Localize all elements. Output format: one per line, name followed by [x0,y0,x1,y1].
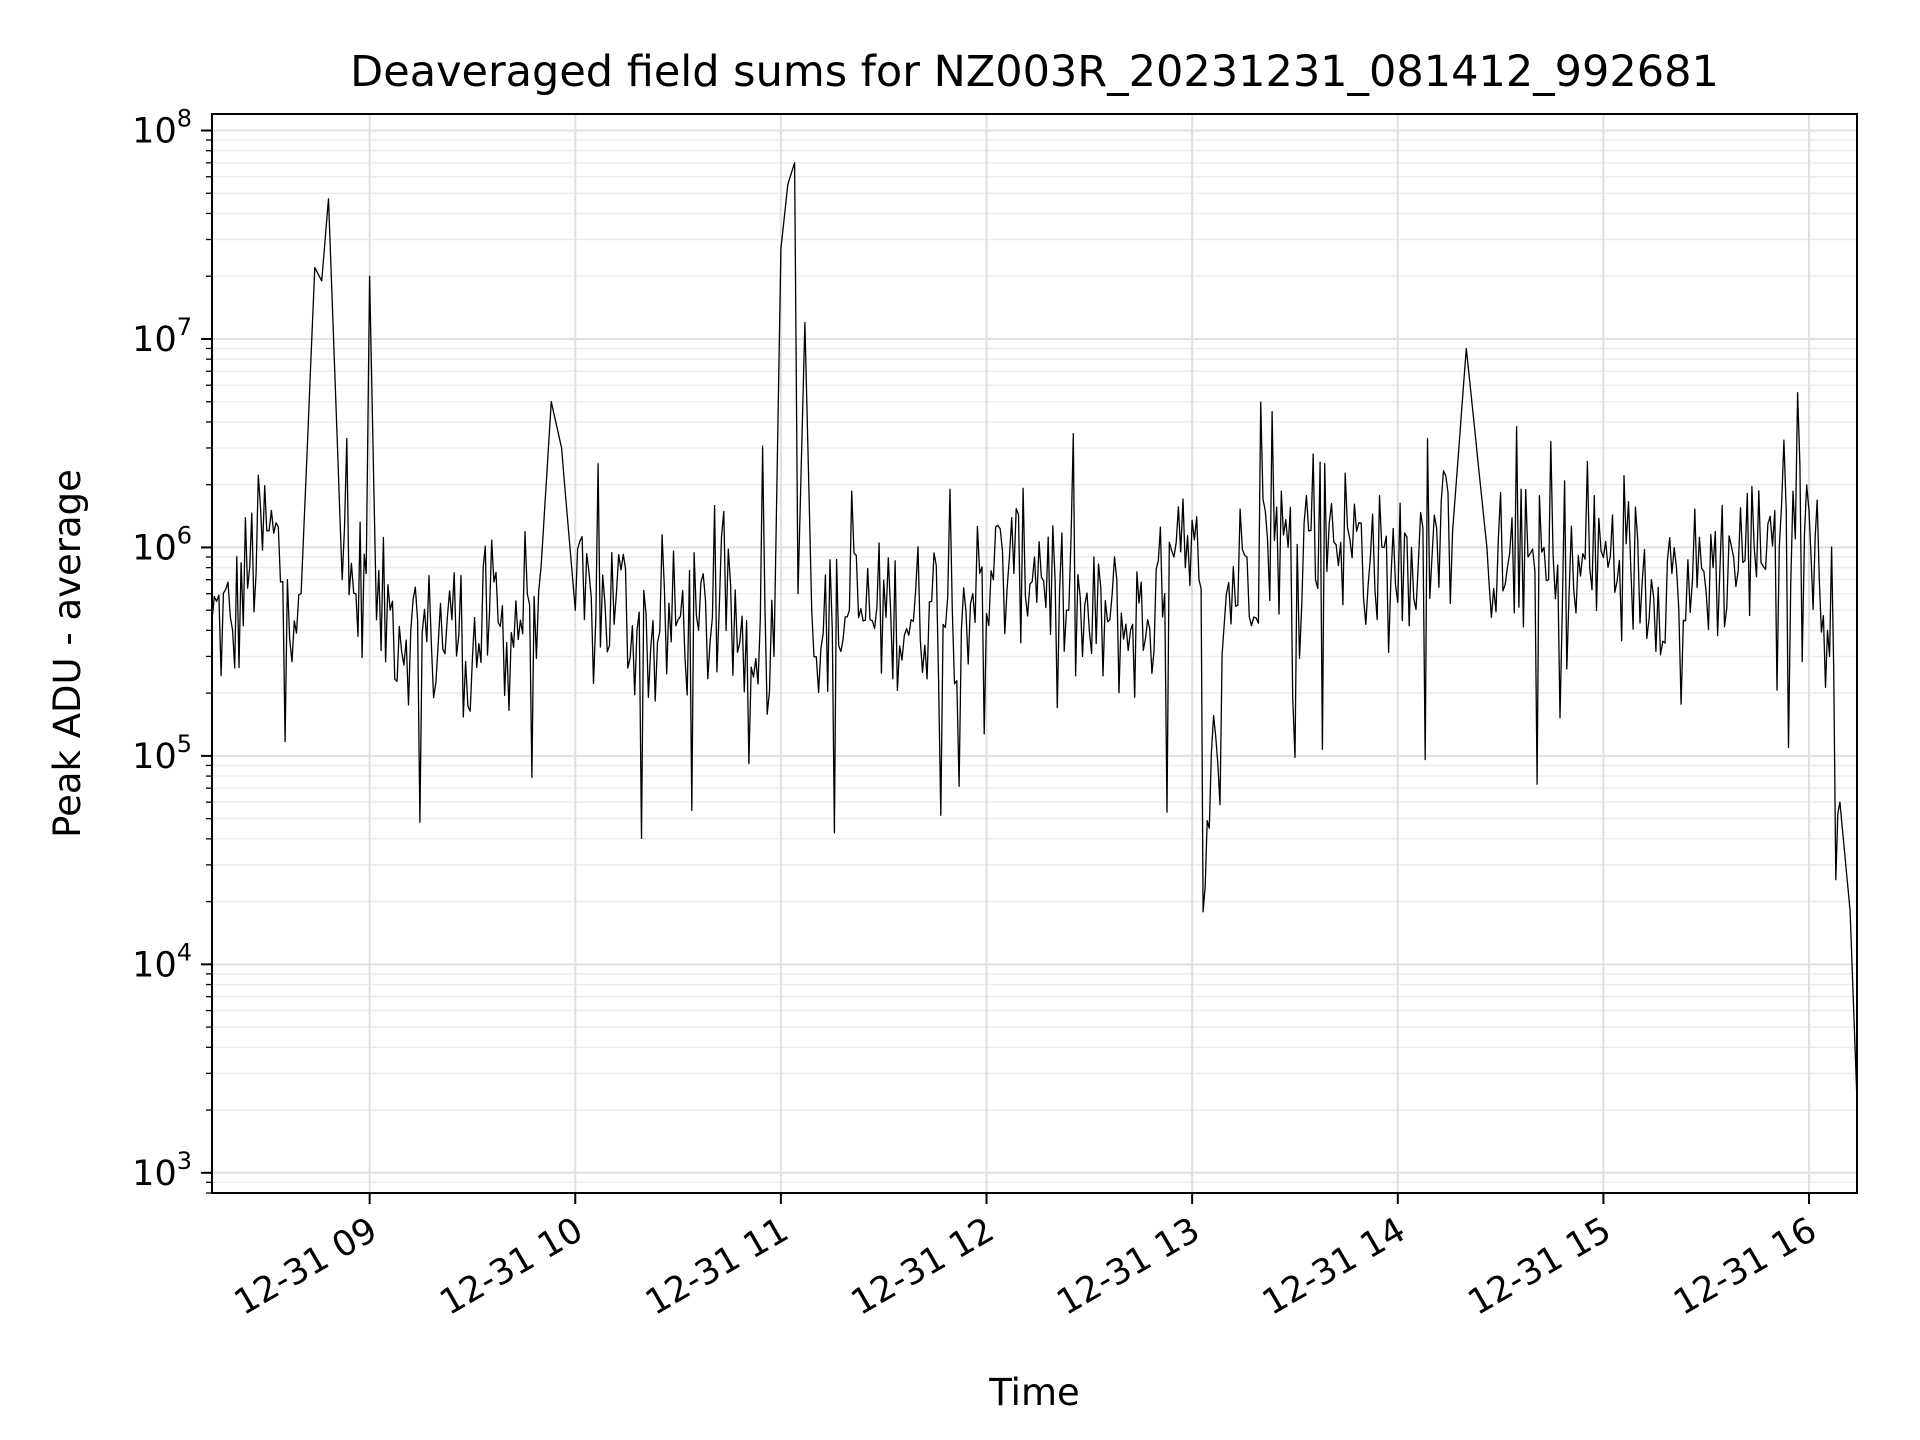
x-tick-label: 12-31 15 [1462,1210,1618,1323]
x-tick-label: 12-31 14 [1256,1210,1412,1323]
y-tick-label: 105 [132,730,192,777]
x-tick-label: 12-31 16 [1667,1210,1823,1323]
x-axis-label: Time [988,1371,1080,1414]
plot-frame [211,113,1858,1194]
y-tick-label: 106 [132,521,192,568]
y-tick-label: 104 [132,938,192,985]
x-tick-label: 12-31 09 [228,1210,384,1323]
y-axis-label: Peak ADU - average [46,469,89,838]
series-layer [211,162,1858,1102]
chart-title: Deaveraged field sums for NZ003R_2023123… [350,47,1719,97]
grid-layer [212,114,1857,1194]
x-tick-label: 12-31 13 [1050,1210,1206,1323]
x-tick-label: 12-31 12 [845,1210,1001,1323]
y-tick-label: 103 [132,1147,192,1194]
y-tick-label: 108 [132,105,192,152]
y-tick-label: 107 [132,313,192,360]
series-line [211,162,1858,1102]
x-tick-label: 12-31 11 [639,1210,795,1323]
ticks-layer: 103 104 105 106 107 108 12-31 09 12-31 10 12-31 … [132,105,1823,1324]
x-tick-label: 12-31 10 [433,1210,589,1323]
